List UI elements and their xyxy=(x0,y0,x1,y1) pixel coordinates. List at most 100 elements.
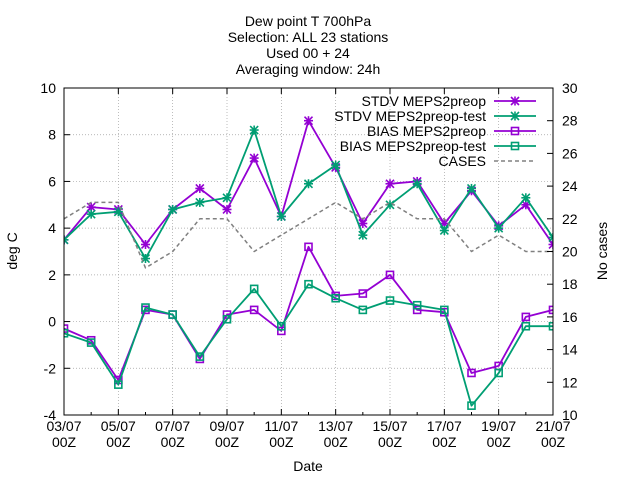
data-point xyxy=(277,321,286,331)
data-point xyxy=(64,235,69,245)
y-tick-label: 2 xyxy=(48,267,56,283)
data-point xyxy=(222,193,232,203)
star-stroke xyxy=(64,235,69,241)
data-point xyxy=(358,230,368,240)
data-point xyxy=(249,305,259,315)
grid xyxy=(64,88,553,415)
y2-tick-label: 10 xyxy=(562,407,578,423)
legend-label: STDV MEPS2preop xyxy=(362,93,487,109)
y2-axis-label: No cases xyxy=(594,222,610,280)
x-tick-label-hour: 00Z xyxy=(432,434,457,450)
star-stroke xyxy=(548,239,553,246)
data-point xyxy=(412,305,422,315)
data-point xyxy=(168,310,177,319)
y2-tick-label: 20 xyxy=(562,244,578,260)
title-line: Selection: ALL 23 stations xyxy=(228,29,389,45)
data-point xyxy=(303,116,314,126)
data-point xyxy=(195,183,205,194)
x-tick-label-date: 15/07 xyxy=(372,418,407,434)
x-tick-label-hour: 00Z xyxy=(215,434,240,450)
axis-ticks: -4-20246810101214161820222426283003/0700… xyxy=(40,80,577,450)
y2-tick-label: 30 xyxy=(562,80,578,96)
data-point xyxy=(141,303,150,312)
x-tick-label-hour: 00Z xyxy=(541,434,566,450)
x-tick-label-hour: 00Z xyxy=(161,434,186,450)
data-point xyxy=(195,352,205,361)
data-point xyxy=(548,305,553,315)
data-point xyxy=(412,179,422,189)
data-point xyxy=(439,225,449,236)
data-point xyxy=(548,239,553,250)
data-point xyxy=(86,338,96,347)
x-tick-label-hour: 00Z xyxy=(324,434,349,450)
title-line: Averaging window: 24h xyxy=(236,61,381,77)
x-tick-label-hour: 00Z xyxy=(378,434,403,450)
x-tick-label-date: 05/07 xyxy=(101,418,136,434)
data-point xyxy=(385,179,395,189)
data-point xyxy=(304,279,313,289)
x-tick-label-date: 17/07 xyxy=(427,418,462,434)
data-point xyxy=(494,368,503,378)
data-point xyxy=(168,204,178,215)
y-tick-label: 4 xyxy=(48,220,56,236)
data-point xyxy=(466,183,477,194)
data-point xyxy=(358,305,368,315)
series-line-4 xyxy=(64,201,553,269)
legend-label: CASES xyxy=(439,153,486,169)
data-point xyxy=(86,209,96,219)
data-point xyxy=(548,232,553,243)
data-point xyxy=(467,401,476,410)
y2-tick-label: 18 xyxy=(562,276,578,292)
y-axis-label: deg C xyxy=(4,232,20,269)
data-point xyxy=(358,289,368,298)
legend-label: BIAS MEPS2preop-test xyxy=(340,138,486,154)
y2-tick-label: 22 xyxy=(562,211,578,227)
y-tick-label: -2 xyxy=(44,360,57,376)
star-stroke xyxy=(548,243,553,250)
data-point xyxy=(331,293,340,303)
data-point xyxy=(548,321,553,331)
data-point xyxy=(385,296,395,305)
x-axis-label: Date xyxy=(293,458,323,474)
x-tick-label-date: 07/07 xyxy=(155,418,190,434)
star-stroke xyxy=(548,236,553,243)
series-layer xyxy=(64,116,553,410)
legend-marker xyxy=(510,126,520,136)
y2-tick-label: 26 xyxy=(562,145,578,161)
x-tick-label-date: 21/07 xyxy=(535,418,570,434)
y-tick-label: 8 xyxy=(48,127,56,143)
data-point xyxy=(114,380,123,389)
series-line-3 xyxy=(64,283,553,407)
data-point xyxy=(140,239,151,250)
x-tick-label-hour: 00Z xyxy=(52,434,77,450)
x-tick-label-date: 09/07 xyxy=(209,418,244,434)
data-point xyxy=(276,211,286,222)
x-tick-label-hour: 00Z xyxy=(106,434,131,450)
data-point xyxy=(331,160,341,170)
data-point xyxy=(467,368,476,378)
data-point xyxy=(494,223,504,233)
data-point xyxy=(521,321,531,331)
data-point xyxy=(222,314,232,324)
data-point xyxy=(303,179,314,189)
title-line: Used 00 + 24 xyxy=(266,45,350,61)
star-stroke xyxy=(548,232,553,239)
legend-label: BIAS MEPS2preop xyxy=(367,123,486,139)
y2-tick-label: 12 xyxy=(562,374,578,390)
x-tick-label-date: 03/07 xyxy=(46,418,81,434)
y2-tick-label: 24 xyxy=(562,178,578,194)
title-line: Dew point T 700hPa xyxy=(245,13,372,29)
data-point xyxy=(249,153,259,163)
legend-marker xyxy=(510,141,520,151)
data-point xyxy=(521,312,531,322)
y2-tick-label: 16 xyxy=(562,309,578,325)
data-point xyxy=(277,326,286,336)
x-tick-label-date: 11/07 xyxy=(264,418,298,434)
data-point xyxy=(385,270,395,280)
data-point xyxy=(440,305,449,315)
legend-marker xyxy=(510,96,520,106)
